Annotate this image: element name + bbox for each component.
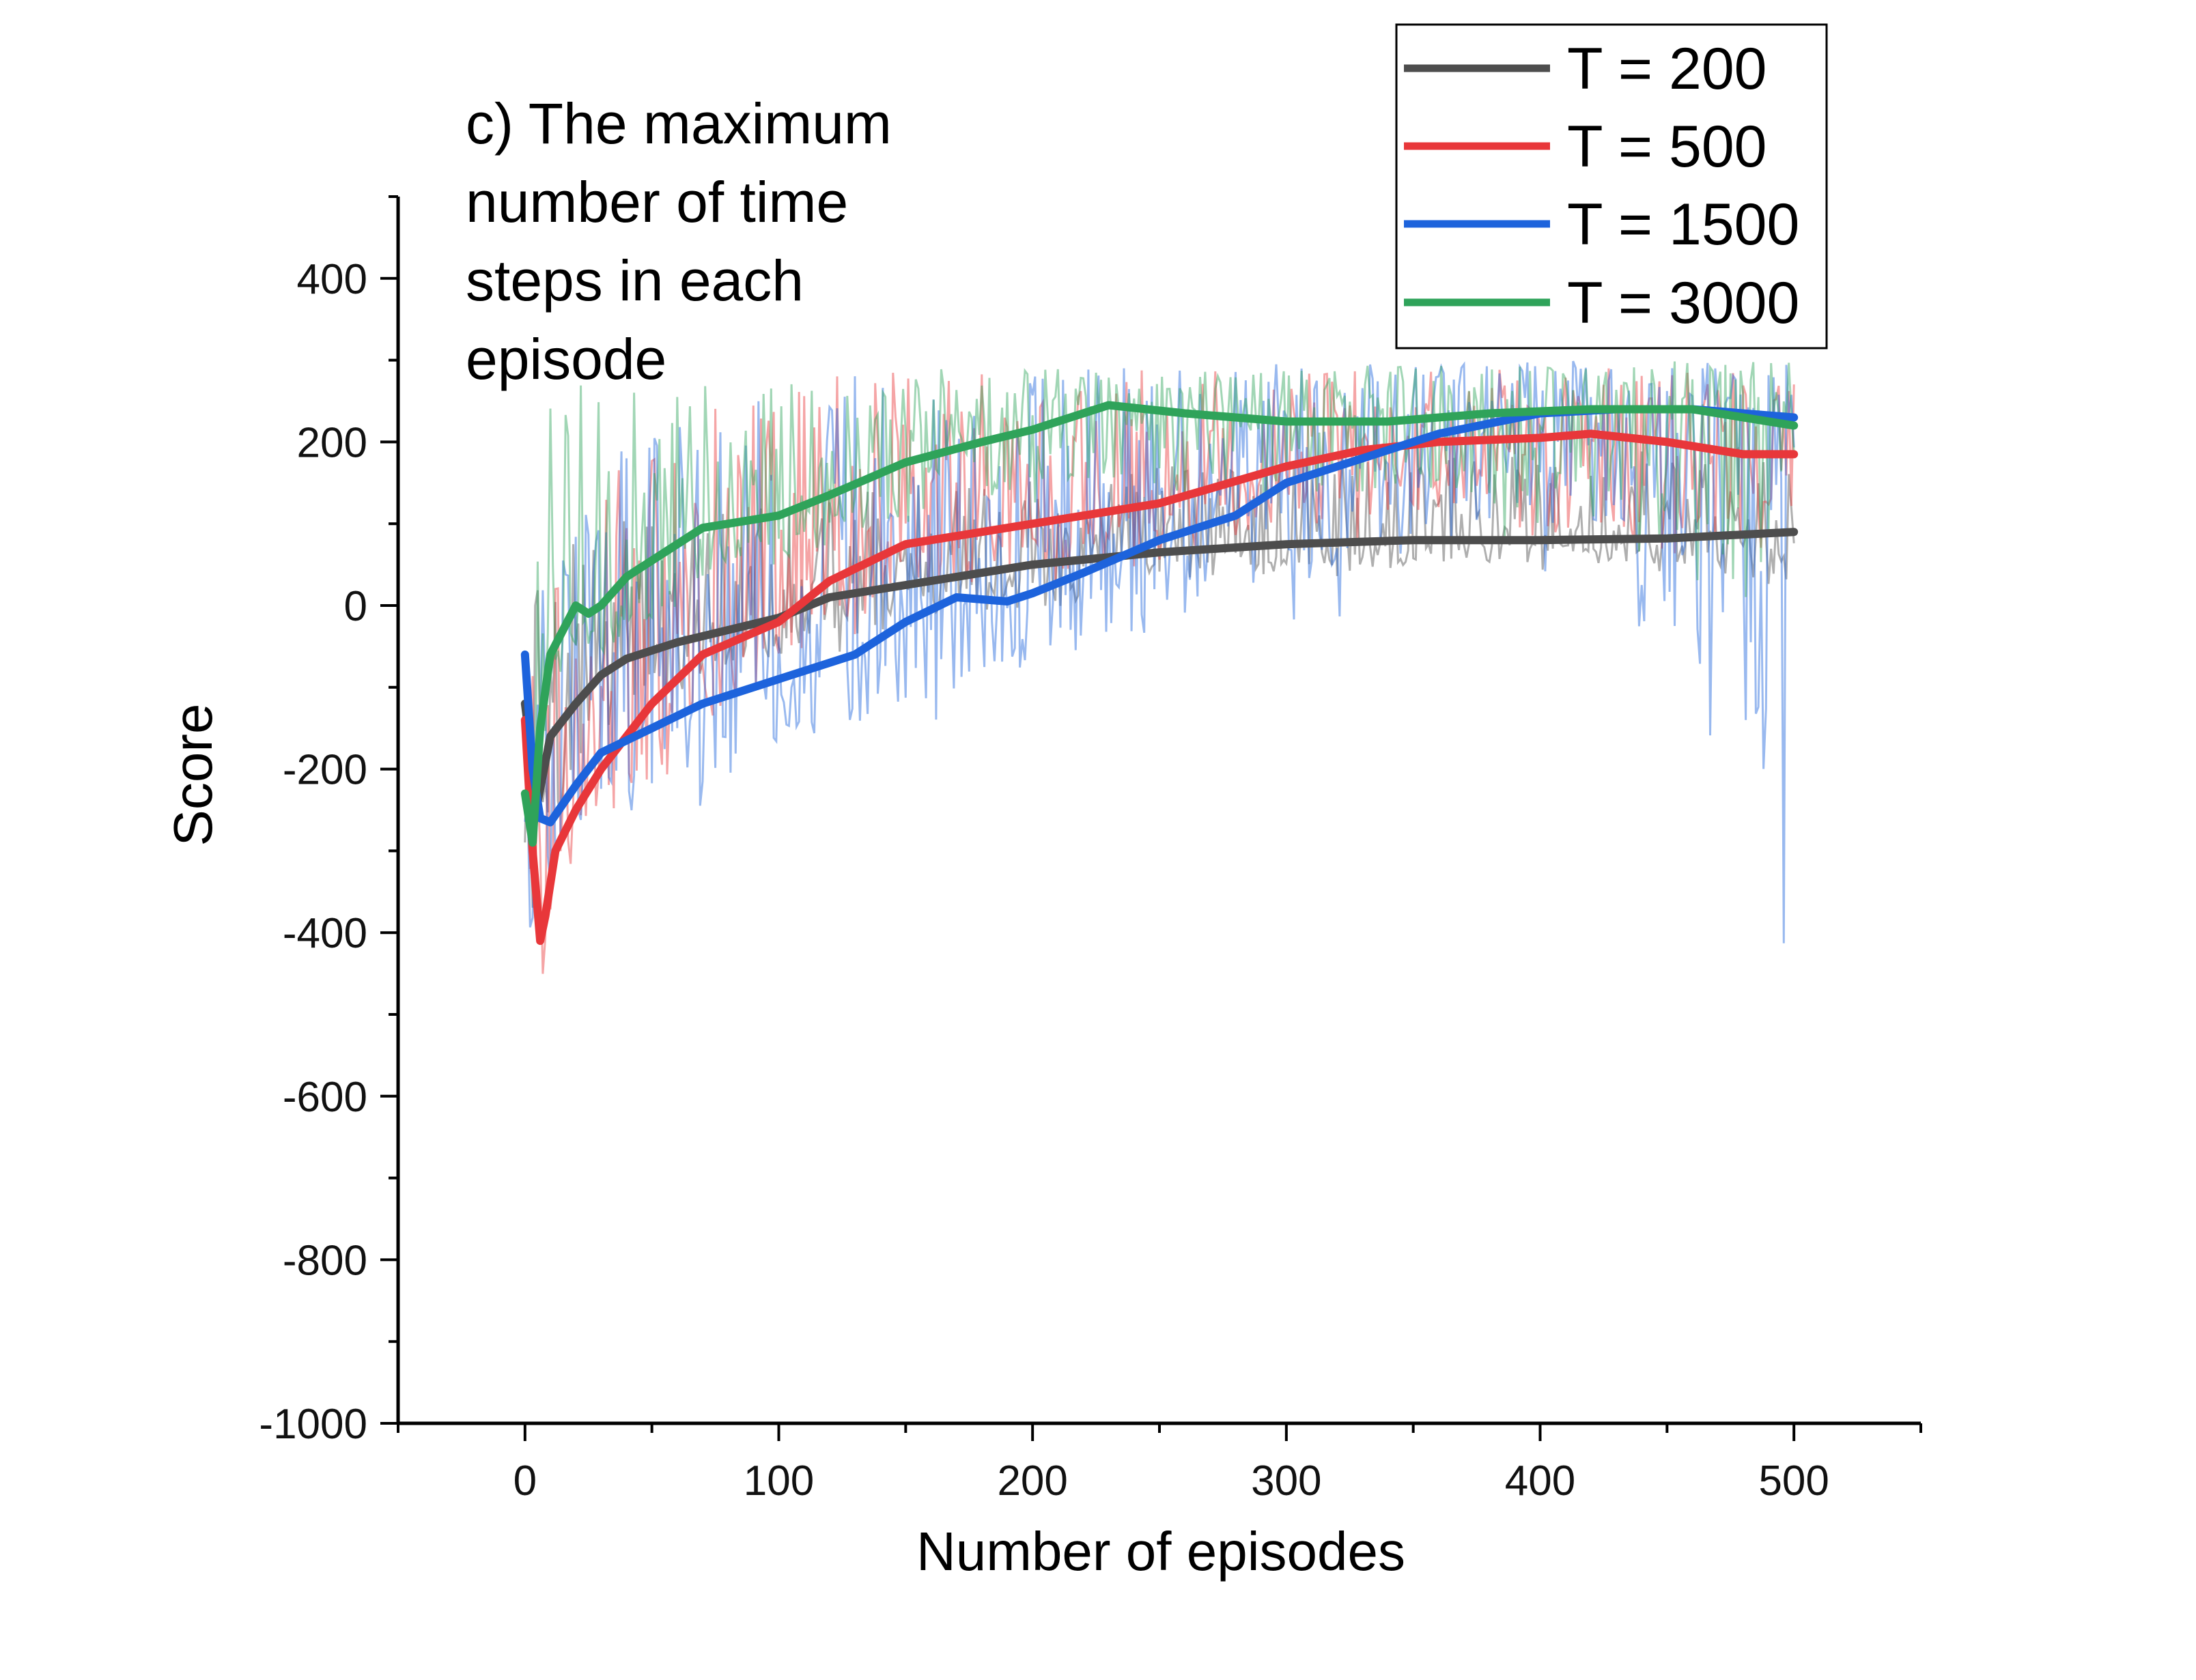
series-line-3: [520, 401, 1799, 847]
series-line-2: [520, 405, 1799, 827]
x-tick-label: 500: [1758, 1457, 1829, 1505]
x-tick-label: 400: [1505, 1457, 1575, 1505]
legend-box: [1395, 23, 1828, 350]
axes: -1000 -800 -600 -400 -200 0 200 400 0 100 200 300 40…: [259, 195, 1922, 1505]
legend-label-t200: T = 200: [1567, 36, 1766, 102]
smoothed-series-layer: [520, 401, 1799, 945]
y-tick-label: -400: [283, 910, 367, 957]
y-tick-label: 400: [297, 256, 367, 303]
annotation-line-2: number of time: [466, 170, 848, 234]
y-tick-label: -1000: [259, 1401, 367, 1448]
ticks: -1000 -800 -600 -400 -200 0 200 400 0 100 200 300 40…: [259, 195, 1922, 1505]
y-tick-label: -600: [283, 1074, 367, 1121]
x-tick-label: 0: [513, 1457, 537, 1505]
y-tick-label: 0: [344, 583, 367, 630]
x-tick-label: 200: [997, 1457, 1067, 1505]
raw-line-2: [524, 360, 1795, 943]
y-tick-label: -200: [283, 747, 367, 794]
raw-line-1: [524, 368, 1795, 974]
y-tick-label: -800: [283, 1237, 367, 1284]
annotation-line-4: episode: [466, 327, 666, 391]
annotation: c) The maximum number of time steps in e…: [466, 91, 892, 391]
series-line-1: [520, 429, 1799, 945]
legend: T = 200 T = 500 T = 1500 T = 3000: [1395, 23, 1828, 350]
legend-label-t1500: T = 1500: [1567, 192, 1799, 257]
legend-label-t3000: T = 3000: [1567, 270, 1799, 336]
annotation-line-1: c) The maximum: [466, 91, 892, 156]
legend-label-t500: T = 500: [1567, 114, 1766, 180]
x-axis-title: Number of episodes: [916, 1521, 1405, 1582]
annotation-line-3: steps in each: [466, 248, 804, 313]
x-tick-label: 300: [1251, 1457, 1321, 1505]
y-tick-label: 200: [297, 419, 367, 466]
x-tick-label: 100: [744, 1457, 814, 1505]
raw-series-layer: [524, 360, 1795, 974]
y-axis-title: Score: [163, 704, 223, 846]
